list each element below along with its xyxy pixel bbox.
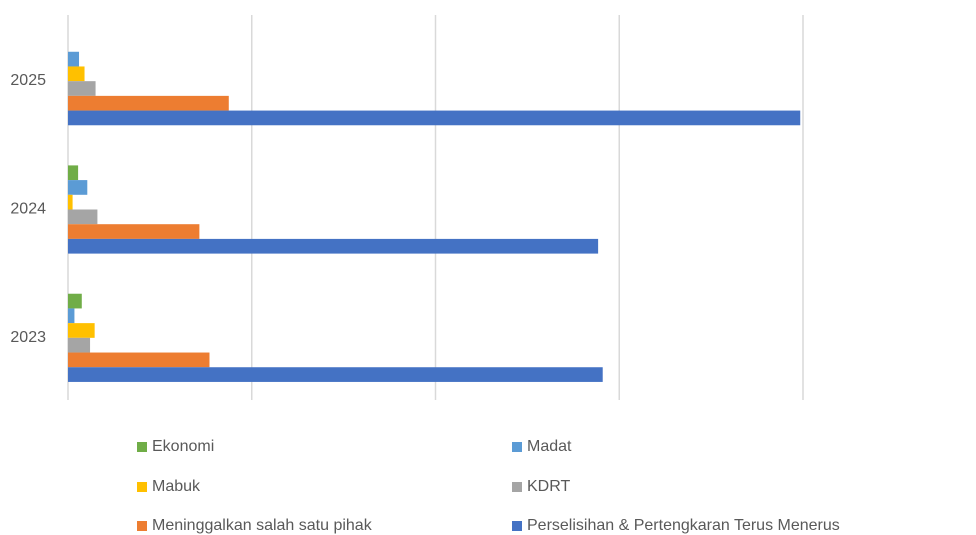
bar-2023-4 [68, 352, 210, 368]
bar-2024-4 [68, 224, 200, 239]
bar-2025-4 [68, 95, 229, 111]
category-label-2024: 2024 [10, 201, 46, 218]
bar-2023-5 [68, 367, 603, 382]
bar-2025-5 [68, 110, 801, 126]
bar-2023-1 [68, 308, 75, 324]
category-label-2023: 2023 [10, 329, 46, 346]
bar-2023-0 [68, 293, 82, 309]
category-label-2025: 2025 [10, 72, 46, 89]
bars [68, 51, 801, 382]
bar-2023-2 [68, 323, 95, 338]
category-labels: 2023 2024 2025 [10, 72, 46, 346]
gridlines [67, 15, 804, 400]
bar-2024-5 [68, 238, 599, 254]
bar-2025-1 [68, 51, 80, 67]
bar-2024-0 [68, 165, 79, 181]
bar-2024-1 [68, 180, 88, 195]
bar-2025-2 [68, 66, 85, 82]
bar-2023-3 [68, 337, 91, 353]
bar-2024-3 [68, 209, 98, 225]
bar-2024-2 [68, 194, 73, 210]
bar-2025-3 [68, 81, 96, 96]
